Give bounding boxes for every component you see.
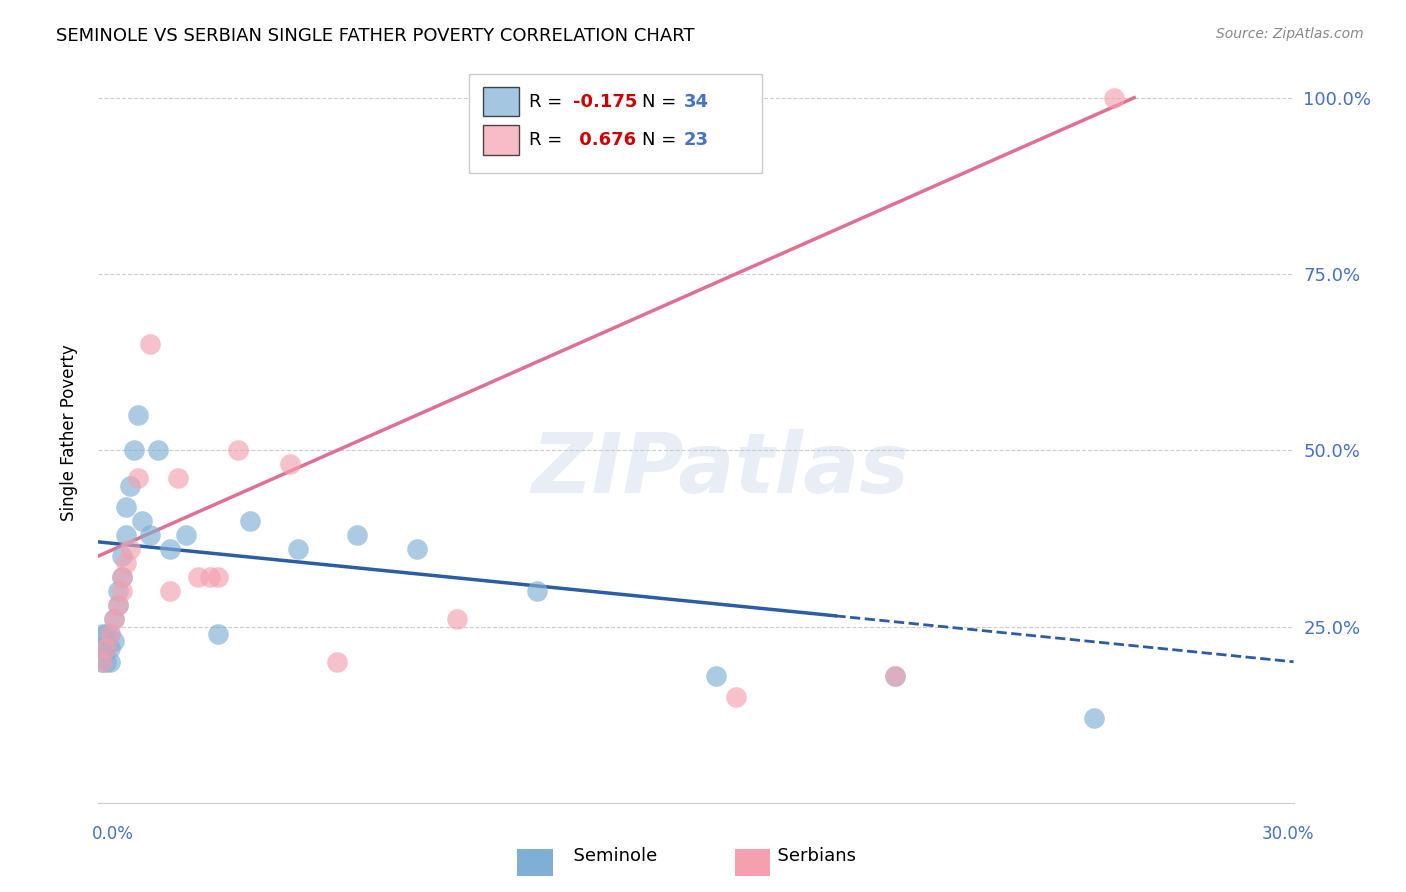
Text: R =: R = [529,131,568,149]
Point [139,337,162,351]
Point [107,584,129,599]
Point [98,640,122,655]
Point [98,655,122,669]
Point [198,570,221,584]
Point [167,471,190,485]
Point [704,669,727,683]
Text: 34: 34 [685,93,709,111]
Point [1104,91,1126,105]
Text: N =: N = [643,131,682,149]
Point [278,458,301,472]
Point [115,528,138,542]
Text: Serbians: Serbians [766,847,856,865]
Point [96,640,118,655]
Point [884,669,907,683]
Point [107,599,129,613]
Point [111,549,134,563]
Point [159,584,181,599]
Point [139,528,162,542]
Point [127,408,149,422]
FancyBboxPatch shape [484,126,519,155]
Point [111,570,134,584]
Point [148,443,170,458]
Point [107,599,129,613]
Text: 0.0%: 0.0% [91,825,134,843]
Point [884,669,907,683]
Point [115,556,138,570]
Point [127,471,149,485]
Point [91,640,114,655]
Point [346,528,368,542]
Point [120,541,142,556]
Text: 0.676: 0.676 [572,131,636,149]
FancyBboxPatch shape [484,87,519,117]
Text: Seminole: Seminole [562,847,658,865]
Point [103,633,125,648]
Point [111,570,134,584]
Point [207,570,229,584]
Point [103,612,125,626]
Text: Source: ZipAtlas.com: Source: ZipAtlas.com [1216,27,1364,41]
Point [326,655,349,669]
Point [287,541,309,556]
Text: 30.0%: 30.0% [1263,825,1315,843]
Point [207,626,229,640]
Point [174,528,197,542]
Point [724,690,747,704]
Point [446,612,468,626]
Point [226,443,249,458]
Point [124,443,146,458]
Point [98,626,122,640]
Point [187,570,209,584]
Point [131,514,153,528]
Text: SEMINOLE VS SERBIAN SINGLE FATHER POVERTY CORRELATION CHART: SEMINOLE VS SERBIAN SINGLE FATHER POVERT… [56,27,695,45]
Point [96,655,118,669]
Y-axis label: Single Father Poverty: Single Father Poverty [59,344,77,521]
Point [1083,711,1105,725]
Point [406,541,429,556]
Text: ZIPatlas: ZIPatlas [531,429,908,510]
Point [115,500,138,514]
Point [526,584,548,599]
Point [96,640,118,655]
Point [103,612,125,626]
Text: R =: R = [529,93,568,111]
Text: -0.175: -0.175 [572,93,637,111]
Point [96,626,118,640]
Point [111,584,134,599]
Point [120,478,142,492]
Point [91,655,114,669]
Text: 23: 23 [685,131,709,149]
Text: N =: N = [643,93,682,111]
Point [98,626,122,640]
Point [91,626,114,640]
FancyBboxPatch shape [470,73,762,173]
Point [159,541,181,556]
Point [91,655,114,669]
Point [239,514,262,528]
